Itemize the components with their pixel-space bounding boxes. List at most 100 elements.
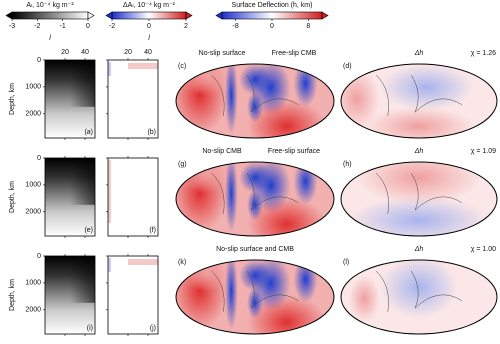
map [341, 162, 497, 236]
panel-frame [44, 59, 96, 139]
y-tick-label: 1000 [25, 84, 41, 91]
diff-title: Δh [414, 246, 424, 253]
misfit-label: χ = 1.09 [471, 148, 496, 155]
colorbar [11, 11, 89, 20]
panel-frame [107, 255, 159, 335]
colorbar-tick-label: -2 [109, 23, 115, 30]
misfit-label: χ = 1.26 [471, 50, 496, 57]
panel-label: (b) [147, 129, 156, 136]
x-tick-label: 20 [124, 49, 132, 56]
colorbar-end [185, 11, 193, 20]
map-anomaly [247, 91, 263, 123]
coastline [211, 172, 299, 214]
map-anomaly [224, 64, 238, 135]
y-tick-label: 2000 [25, 307, 41, 314]
colorbar-tick-label: -1 [60, 23, 66, 30]
x-axis-label: l [148, 35, 150, 42]
misfit-label: χ = 1.00 [471, 246, 496, 253]
map-anomaly [224, 260, 238, 331]
map-anomaly [293, 260, 318, 303]
y-tick-label: 0 [37, 253, 41, 260]
panel-label: (a) [84, 129, 93, 136]
profile-heatmap [45, 60, 95, 107]
map-frame [175, 63, 335, 139]
y-tick-label: 1000 [25, 280, 41, 287]
panel-label: (l) [343, 259, 349, 266]
map-title: No-slip CMB [202, 148, 242, 155]
colorbar-tick-label: 2 [184, 23, 188, 30]
y-axis-label: Depth, km [9, 83, 16, 115]
diff-heatmap [108, 158, 158, 236]
diff-title: Δh [414, 50, 424, 57]
map-title: No-slip surface and CMB [216, 246, 294, 253]
colorbar-tick-label: -8 [233, 23, 239, 30]
colorbar-title: Surface Deflection (h, km) [232, 2, 313, 9]
panel-label: (g) [178, 161, 187, 168]
colorbar-tick-label: 0 [270, 23, 274, 30]
colorbar-tick-label: 0 [86, 23, 90, 30]
map-title: Free-slip surface [268, 148, 320, 155]
diff-heatmap [108, 60, 158, 138]
y-tick-label: 1000 [25, 182, 41, 189]
diff-title: Δh [414, 148, 424, 155]
x-tick-label: 20 [61, 49, 69, 56]
map-frame [340, 259, 498, 335]
colorbar-tick-label: 0 [147, 23, 151, 30]
map-frame [175, 259, 335, 335]
map [341, 64, 497, 138]
y-tick-label: 2000 [25, 209, 41, 216]
panel-label: (f) [149, 227, 156, 234]
map-anomaly [364, 106, 474, 138]
map-anomaly [348, 275, 380, 323]
coastline [211, 270, 299, 312]
map [341, 260, 497, 334]
colorbar-end [321, 11, 329, 20]
map [176, 64, 334, 138]
coastline [375, 270, 463, 312]
colorbar-tick-label: 8 [306, 23, 310, 30]
panel-label: (d) [343, 63, 352, 70]
coastline [375, 74, 463, 116]
map-title: No-slip surface [199, 50, 246, 57]
colorbar-end [87, 11, 95, 20]
x-axis-label: l [49, 35, 51, 42]
profile-heatmap [45, 256, 95, 303]
map-anomaly [239, 64, 271, 96]
panel-label: (j) [150, 325, 156, 332]
colorbar-tick-label: -2 [34, 23, 40, 30]
map-anomaly [239, 162, 271, 194]
map [176, 162, 334, 236]
map-anomaly [247, 189, 263, 221]
coastline [211, 74, 299, 116]
panel-frame [44, 255, 96, 335]
profile-heatmap [45, 158, 95, 205]
map-anomaly [348, 197, 490, 236]
map-anomaly [293, 64, 318, 107]
colorbar [111, 11, 187, 20]
map [176, 260, 334, 334]
diff-band [108, 62, 111, 76]
panel-label: (e) [84, 227, 93, 234]
diff-band [128, 259, 158, 265]
map-anomaly [356, 162, 482, 205]
colorbar-end [105, 11, 113, 20]
map-anomaly [247, 287, 263, 319]
colorbar-title: Aₗ, 10⁻⁴ kg m⁻² [26, 2, 74, 9]
colorbar-end [5, 11, 13, 20]
diff-band [128, 63, 158, 69]
map-frame [340, 161, 498, 237]
diff-heatmap [108, 256, 158, 334]
panel-label: (c) [178, 63, 186, 70]
map-frame [175, 161, 335, 237]
diff-band [108, 160, 111, 223]
map-anomaly [224, 162, 238, 233]
map-anomaly [380, 260, 458, 319]
colorbar-title: ΔAₗ, 10⁻⁴ kg m⁻² [123, 2, 176, 9]
panel-label: (i) [87, 325, 93, 332]
panel-label: (k) [178, 259, 186, 266]
y-axis-label: Depth, km [9, 181, 16, 213]
panel-frame [44, 157, 96, 237]
map-anomaly [239, 260, 271, 292]
colorbar-tick-label: -3 [9, 23, 15, 30]
